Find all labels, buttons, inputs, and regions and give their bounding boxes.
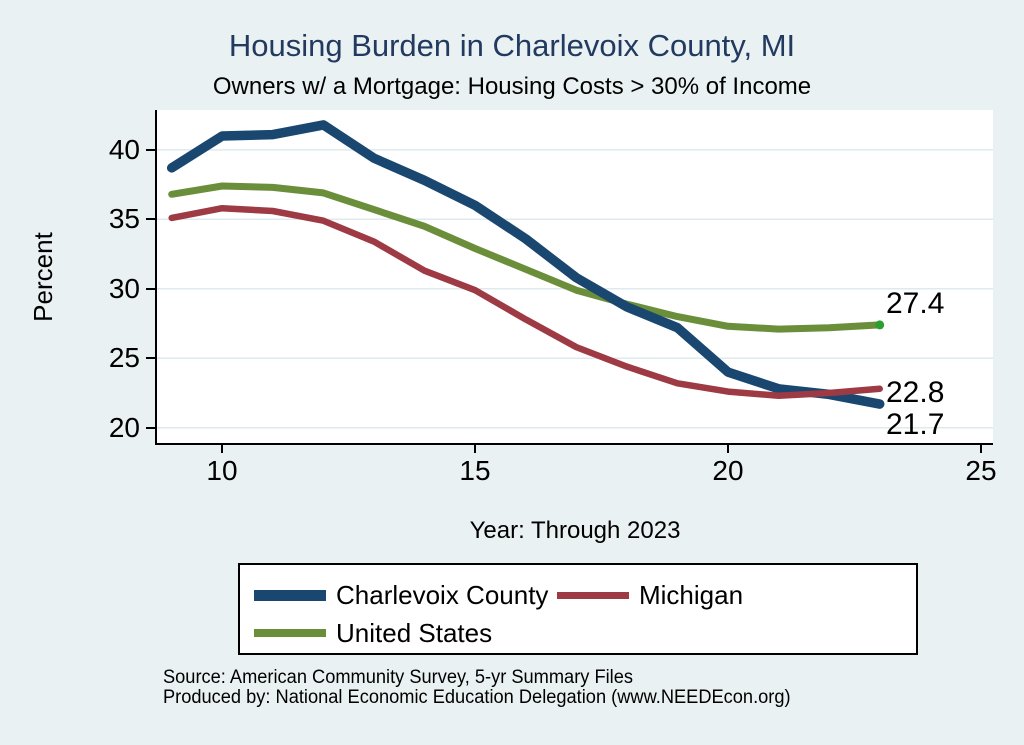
value-label-michigan: 22.8 (886, 376, 945, 409)
legend-label-us: United States (336, 618, 493, 648)
chart-subtitle: Owners w/ a Mortgage: Housing Costs > 30… (212, 73, 812, 100)
value-label-united-states: 27.4 (886, 287, 945, 320)
x-tick-mark (727, 443, 729, 453)
legend-label-charlevoix: Charlevoix County (336, 580, 549, 610)
y-axis-title: Percent (28, 232, 58, 322)
y-tick-label: 25 (108, 342, 140, 373)
y-tick-mark (146, 218, 157, 220)
x-tick-mark (221, 443, 223, 453)
legend-swatch-michigan (557, 592, 629, 599)
source-block: Source: American Community Survey, 5-yr … (163, 668, 893, 708)
x-axis-title: Year: Through 2023 (469, 517, 681, 544)
y-tick-label: 20 (108, 412, 140, 443)
x-axis-line (155, 443, 993, 445)
x-tick-label: 15 (459, 455, 491, 486)
legend: Charlevoix County Michigan United States (238, 563, 918, 655)
y-tick-mark (146, 149, 157, 151)
y-axis-line (155, 110, 157, 445)
y-tick-label: 40 (108, 134, 140, 165)
x-tick-mark (980, 443, 982, 453)
x-tick-mark (474, 443, 476, 453)
x-tick-label: 25 (965, 455, 997, 486)
plot-area (157, 110, 993, 443)
x-tick-label: 20 (712, 455, 744, 486)
source-line-1: Source: American Community Survey, 5-yr … (163, 667, 633, 688)
y-tick-label: 35 (108, 203, 140, 234)
y-tick-mark (146, 288, 157, 290)
y-tick-mark (146, 427, 157, 429)
legend-label-michigan: Michigan (639, 580, 744, 610)
y-tick-mark (146, 357, 157, 359)
legend-swatch-us (254, 629, 326, 637)
value-label-charlevoix-county: 21.7 (886, 408, 945, 441)
line-chart-svg (157, 120, 993, 429)
legend-swatch-charlevoix (254, 590, 326, 601)
page-title: Housing Burden in Charlevoix County, MI (228, 28, 796, 63)
source-line-2: Produced by: National Economic Education… (163, 687, 791, 708)
x-tick-label: 10 (206, 455, 238, 486)
y-tick-label: 30 (108, 273, 140, 304)
